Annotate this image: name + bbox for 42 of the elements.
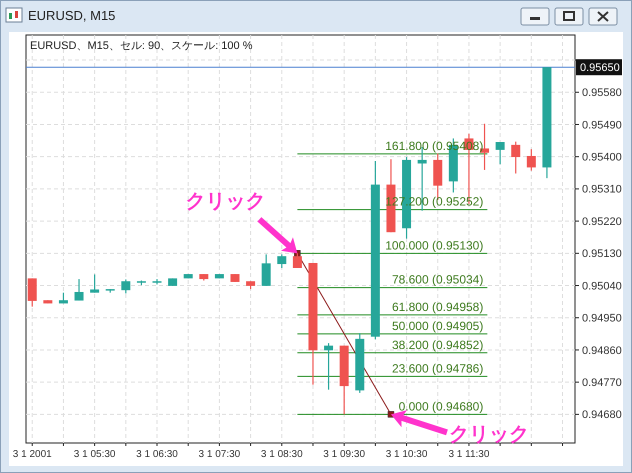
x-tick-label: 3 1 05:30 (74, 449, 116, 460)
ref-line-label: 0.000 (0.94680) (398, 399, 484, 414)
y-tick-label: 0.94860 (582, 344, 622, 357)
candlestick (121, 278, 130, 294)
x-tick-label: 3 1 08:30 (260, 449, 304, 460)
y-tick-label: 0.94950 (582, 312, 622, 325)
annotation: クリック (185, 190, 266, 212)
y-tick-label: 0.95490 (582, 119, 622, 132)
ref-line-label: 38.200 (0.94852) (392, 338, 484, 352)
candlestick (262, 254, 271, 286)
ref-line-label: 0.95650 (580, 62, 620, 74)
y-tick-label: 0.94770 (582, 377, 622, 390)
ref-line-label: 78.600 (0.95034) (392, 272, 484, 287)
x-tick-label: 3 1 06:30 (136, 449, 178, 460)
candlestick (28, 278, 37, 308)
ref-line-label: 23.600 (0.94786) (392, 361, 484, 376)
chart-title: EURUSD、M15、セル: 90、スケール: 100 % (30, 40, 253, 52)
y-tick-label: 0.95400 (582, 152, 622, 164)
candlestick (496, 141, 505, 165)
candlestick (58, 292, 68, 304)
y-tick-label: 0.95040 (582, 280, 622, 292)
candlestick (324, 342, 334, 390)
x-tick-label: 3 1 07:30 (198, 449, 241, 460)
y-tick-label: 0.95310 (582, 184, 622, 196)
annotation: クリック (448, 423, 529, 446)
candlestick (511, 141, 520, 174)
y-tick-label: 0.95580 (582, 87, 622, 100)
y-tick-label: 0.95220 (582, 216, 622, 228)
ref-line-label: 61.800 (0.94958) (392, 300, 484, 314)
y-tick-label: 0.95130 (582, 248, 622, 260)
chart-subtitle: EURUSD, M15 (28, 8, 116, 23)
x-tick-label: 3 1 09:30 (323, 449, 366, 460)
ref-line-label: 50.000 (0.94905) (392, 318, 484, 333)
x-tick-label: 3 1 10:30 (386, 449, 428, 460)
ref-line-label: 100.000 (0.95130) (385, 238, 484, 252)
candlestick (277, 254, 286, 269)
y-tick-label: 0.94680 (582, 409, 622, 422)
x-tick-label: 3 1 2001 (12, 449, 52, 460)
candlestick (526, 148, 536, 172)
x-tick-label: 3 1 11:30 (448, 449, 490, 460)
candlestick (74, 278, 84, 302)
candlestick (90, 274, 100, 294)
